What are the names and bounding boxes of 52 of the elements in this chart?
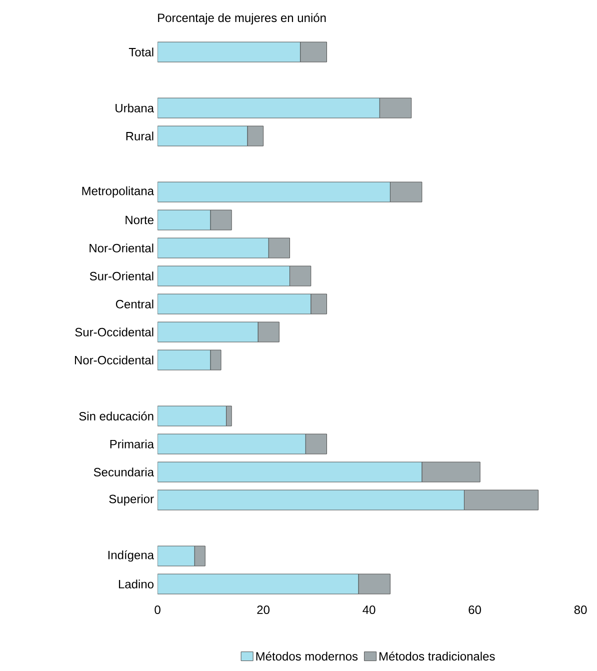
x-tick-label: 60: [468, 606, 482, 614]
x-tick-label: 40: [362, 606, 376, 614]
bar: [158, 294, 312, 314]
y-tick-label: Superior: [109, 494, 154, 506]
y-tick-label: Sur-Occidental: [75, 328, 154, 336]
bar: [158, 322, 258, 342]
x-tick-label: 0: [154, 606, 161, 614]
y-tick-label: Total: [129, 48, 154, 56]
bar: [310, 294, 328, 314]
x-tick-label: 80: [574, 606, 587, 614]
bar: [247, 126, 264, 146]
chart-title: Porcentaje de mujeres en unión: [158, 13, 326, 24]
x-tick-label: 20: [257, 606, 270, 614]
bar: [158, 574, 359, 594]
bar: [268, 238, 290, 258]
y-tick-label: Primaria: [110, 440, 154, 448]
bar: [390, 182, 422, 202]
bar: [258, 322, 280, 342]
bar: [158, 98, 380, 118]
bar: [158, 266, 290, 286]
y-tick-label: Rural: [126, 132, 154, 140]
bar: [158, 490, 465, 510]
bar: [158, 42, 301, 62]
bar: [158, 350, 211, 370]
y-tick-label: Urbana: [116, 104, 154, 112]
y-tick-label: Indígena: [108, 550, 154, 562]
legend-label: Métodos tradicionales: [380, 652, 496, 661]
bar: [158, 462, 422, 482]
bar: [380, 98, 412, 118]
bar: [158, 126, 248, 146]
bar: [158, 434, 306, 454]
bar: [290, 266, 312, 286]
legend-label: Métodos modernos: [256, 652, 358, 661]
y-tick-label: Metropolitana: [82, 186, 154, 198]
y-tick-label: Norte: [126, 216, 154, 224]
bar: [158, 406, 227, 426]
bar: [158, 182, 391, 202]
bar: [226, 406, 232, 426]
y-tick-label: Secundaria: [94, 468, 154, 476]
bar: [158, 210, 211, 230]
bar: [306, 434, 328, 454]
bar: [158, 238, 270, 258]
y-tick-label: Ladino: [119, 580, 154, 588]
bar: [194, 546, 206, 566]
bar: [210, 210, 232, 230]
bar: [210, 350, 222, 370]
bar: [158, 546, 196, 566]
y-tick-label: Nor-Occidental: [75, 356, 154, 364]
y-tick-label: Nor-Oriental: [90, 244, 154, 252]
y-tick-label: Sin educación: [79, 412, 154, 420]
y-tick-label: Central: [116, 300, 154, 308]
y-tick-label: Sur-Oriental: [90, 272, 154, 280]
